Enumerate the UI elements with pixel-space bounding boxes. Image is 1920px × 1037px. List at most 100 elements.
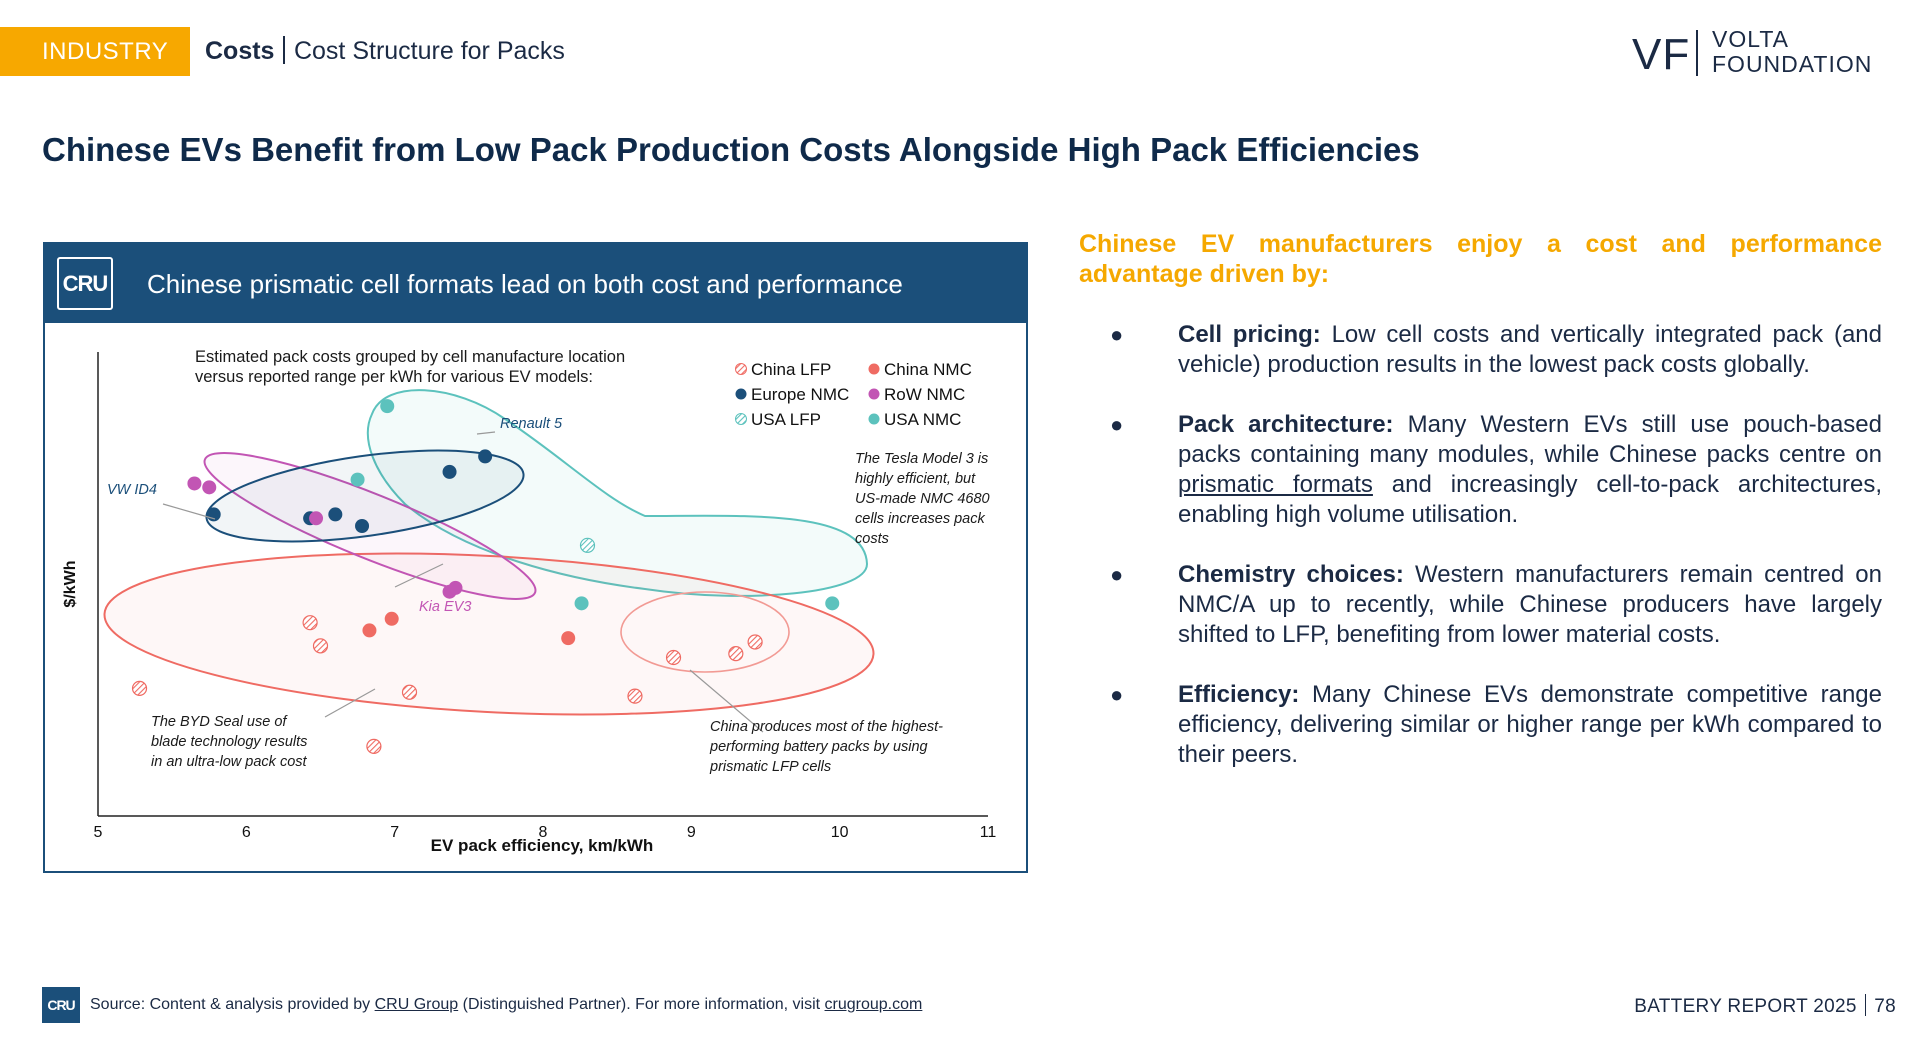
chart-panel: CRU Chinese prismatic cell formats lead … xyxy=(43,242,1028,873)
data-point xyxy=(328,507,343,522)
logo-divider xyxy=(1696,30,1698,76)
prismatic-formats-link[interactable]: prismatic formats xyxy=(1178,471,1373,498)
report-name: BATTERY REPORT 2025 xyxy=(1634,996,1857,1017)
annotation-byd-line: in an ultra-low pack cost xyxy=(151,754,308,770)
bullet-text: Western manufacturers remain centred on … xyxy=(1178,561,1882,648)
volta-foundation-logo: VF VOLTA FOUNDATION xyxy=(1632,24,1890,84)
data-point xyxy=(202,480,217,495)
annotation-tesla-line: costs xyxy=(855,531,889,547)
data-points xyxy=(131,399,840,754)
annotation-tesla-line: highly efficient, but xyxy=(855,471,976,487)
x-tick-labels: 5 6 7 8 9 10 11 xyxy=(94,824,997,841)
bullet-lead: Efficiency: xyxy=(1178,681,1300,708)
y-axis-label: $/kWh xyxy=(62,560,79,607)
bullet-lead: Chemistry choices: xyxy=(1178,561,1404,588)
footer-divider xyxy=(1864,994,1867,1016)
legend-label: Europe NMC xyxy=(751,385,849,404)
data-point xyxy=(355,519,370,533)
intro-statement: Chinese EV manufacturers enjoy a cost an… xyxy=(1079,230,1882,288)
data-point xyxy=(380,399,395,414)
legend-label: USA NMC xyxy=(884,410,961,429)
vwid4-leader xyxy=(162,503,216,520)
page-number: 78 xyxy=(1874,996,1896,1017)
cru-group-link[interactable]: CRU Group xyxy=(374,996,459,1013)
bullet-lead: Cell pricing: xyxy=(1178,321,1321,348)
bullet-marker: ● xyxy=(1110,682,1124,707)
legend-marker xyxy=(868,363,880,375)
logo-line1: VOLTA xyxy=(1712,26,1789,52)
x-axis-label: EV pack efficiency, km/kWh xyxy=(431,836,654,855)
x-tick-label: 11 xyxy=(980,824,997,841)
crugroup-link[interactable]: crugroup.com xyxy=(824,996,923,1013)
annotation-china-line: prismatic LFP cells xyxy=(709,759,831,775)
bullet-efficiency: ● Efficiency: Many Chinese EVs demonstrat… xyxy=(1110,680,1882,770)
logo-line2: FOUNDATION xyxy=(1712,51,1873,77)
data-point xyxy=(665,649,682,666)
kia-leader xyxy=(394,563,444,588)
source-text: Source: Content & analysis provided by xyxy=(90,996,375,1013)
data-point xyxy=(302,615,318,631)
annotation-kiaev3: Kia EV3 xyxy=(419,599,471,615)
x-tick-label: 10 xyxy=(831,824,849,841)
data-point xyxy=(579,537,596,553)
legend-label: USA LFP xyxy=(751,410,821,429)
data-point xyxy=(574,596,589,611)
bullet-text: and increasingly cell-to-pack architectu… xyxy=(1178,471,1882,528)
group-envelopes xyxy=(103,389,875,716)
logo-mark: VF xyxy=(1632,30,1691,79)
bullet-lead: Pack architecture: xyxy=(1178,411,1394,438)
usa-envelope xyxy=(366,389,869,597)
annotation-tesla-line: The Tesla Model 3 is xyxy=(855,451,988,467)
data-point xyxy=(350,472,365,487)
source-text: (Distinguished Partner). For more inform… xyxy=(458,996,825,1013)
bullet-marker: ● xyxy=(1110,412,1124,437)
annotation-renault5: Renault 5 xyxy=(500,416,563,432)
breadcrumb: Costs Cost Structure for Packs xyxy=(205,36,565,66)
bullet-chemistry-choices: ● Chemistry choices: Western manufacturer… xyxy=(1110,560,1882,650)
source-note: Source: Content & analysis provided by C… xyxy=(90,996,922,1014)
annotation-tesla-line: cells increases pack xyxy=(855,511,985,527)
x-tick-label: 9 xyxy=(687,824,696,841)
annotation-china-line: performing battery packs by using xyxy=(709,739,928,755)
legend-marker xyxy=(868,413,880,425)
breadcrumb-divider xyxy=(283,36,285,64)
bullet-text: Many Western EVs still use pouch-based p… xyxy=(1178,411,1883,468)
annotation-byd-line: The BYD Seal use of xyxy=(151,714,288,730)
data-point xyxy=(187,476,202,491)
report-footer: BATTERY REPORT 2025 78 xyxy=(1634,994,1896,1018)
x-tick-label: 8 xyxy=(539,824,548,841)
data-point xyxy=(442,464,457,479)
annotation-byd: The BYD Seal use of blade technology res… xyxy=(151,714,311,770)
legend-label: China NMC xyxy=(884,360,972,379)
data-point xyxy=(384,611,399,626)
data-point xyxy=(627,688,643,704)
x-tick-label: 5 xyxy=(94,824,103,841)
china-highperf-leader xyxy=(689,669,764,733)
chart-subtitle-line2: versus reported range per kWh for variou… xyxy=(195,368,593,386)
bullet-marker: ● xyxy=(1110,562,1124,587)
annotation-tesla-line: US-made NMC 4680 xyxy=(855,491,990,507)
china-highperf-envelope xyxy=(620,591,790,673)
byd-leader xyxy=(324,688,376,718)
annotation-china-highperf: China produces most of the highest- perf… xyxy=(709,719,947,775)
bullet-text: Low cell costs and vertically integrated… xyxy=(1178,321,1882,378)
data-point xyxy=(561,631,576,646)
chart-panel-header: CRU Chinese prismatic cell formats lead … xyxy=(45,244,1026,323)
annotation-china-line: China produces most of the highest- xyxy=(710,719,943,735)
bullet-cell-pricing: ● Cell pricing: Low cell costs and vertic… xyxy=(1110,320,1882,380)
data-point xyxy=(131,680,148,696)
legend-marker xyxy=(868,388,880,400)
data-point xyxy=(825,596,840,611)
breadcrumb-subsection: Cost Structure for Packs xyxy=(293,37,565,65)
bullet-pack-architecture: ● Pack architecture: Many Western EVs sti… xyxy=(1110,410,1882,530)
breadcrumb-section: Costs xyxy=(205,37,275,65)
data-point xyxy=(362,623,377,638)
cru-logo: CRU xyxy=(57,257,113,310)
scatter-chart: $/kWh EV pack efficiency, km/kWh 5 6 7 8 9 10… xyxy=(62,348,997,855)
data-point xyxy=(448,580,463,595)
annotation-leaders xyxy=(162,431,764,733)
cru-footer-logo: CRU xyxy=(42,987,80,1023)
legend-marker xyxy=(735,388,747,400)
x-tick-label: 7 xyxy=(390,824,399,841)
legend-label: RoW NMC xyxy=(884,385,965,404)
